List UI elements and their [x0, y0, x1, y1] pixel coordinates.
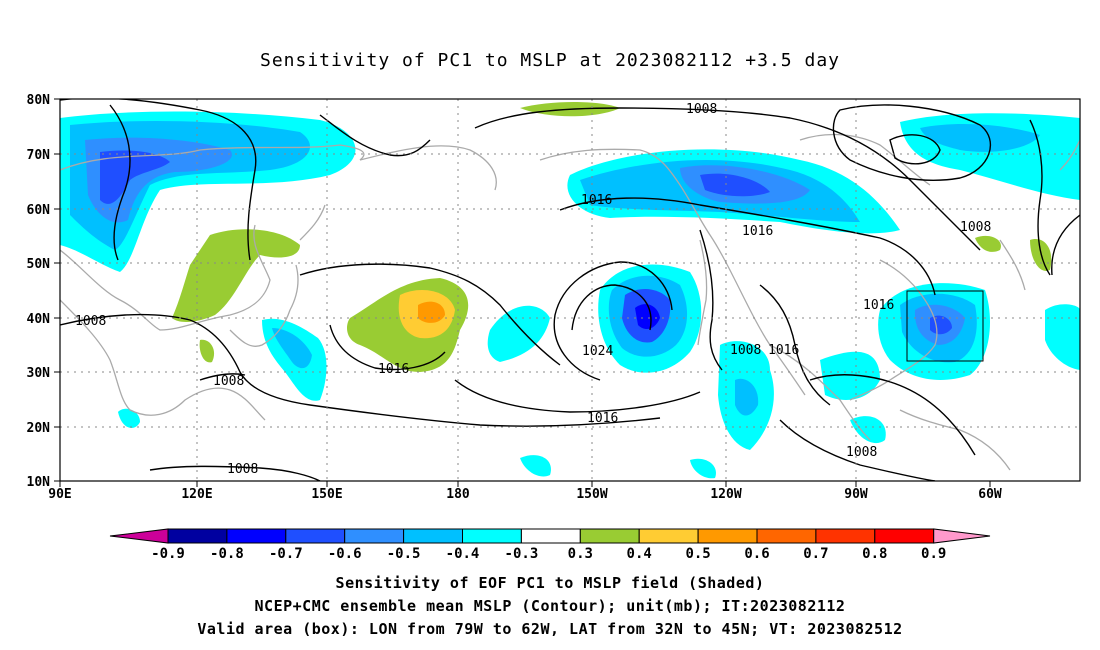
colorbar-label: -0.7	[269, 546, 303, 562]
contour-label: 1008	[730, 343, 761, 358]
lon-label: 60W	[978, 487, 1002, 502]
contour-label: 1024	[582, 344, 613, 359]
contour-label: 1016	[581, 193, 612, 208]
lat-label: 10N	[27, 475, 51, 490]
lat-label: 70N	[27, 148, 51, 163]
contour-label: 1008	[960, 220, 991, 235]
colorbar-over-triangle	[933, 528, 991, 544]
axis-ticks	[54, 98, 991, 487]
caption-contour: NCEP+CMC ensemble mean MSLP (Contour); u…	[254, 597, 846, 615]
colorbar-label: 0.7	[803, 546, 828, 562]
colorbar-segment	[285, 528, 346, 544]
colorbar-segment	[579, 528, 640, 544]
contour-label: 1008	[75, 314, 106, 329]
valid-area-box	[906, 290, 984, 362]
contour-label: 1008	[227, 462, 258, 477]
contour-label: 1008	[846, 445, 877, 460]
contour-label: 1016	[863, 298, 894, 313]
lat-label: 50N	[27, 257, 51, 272]
colorbar-label: -0.3	[505, 546, 539, 562]
lon-label: 120E	[181, 487, 212, 502]
colorbar-segment	[226, 528, 287, 544]
contour-labels: 1008 1008 1008 1008 1008 1008 1016 1016 …	[75, 102, 991, 477]
colorbar-label: -0.8	[210, 546, 244, 562]
lon-label: 120W	[710, 487, 741, 502]
colorbar: -0.9 -0.8 -0.7 -0.6 -0.5 -0.4 -0.3 0.3 0.4 0.5 0.6…	[109, 528, 991, 562]
colorbar-segment	[403, 528, 464, 544]
colorbar-label: 0.4	[627, 546, 652, 562]
lat-label: 80N	[27, 93, 51, 108]
colorbar-segment	[756, 528, 817, 544]
colorbar-segment	[874, 528, 935, 544]
plot-frame	[59, 98, 1081, 482]
coastlines	[60, 133, 1080, 471]
gridlines	[60, 99, 1080, 481]
shaded-sensitivity	[60, 102, 1080, 479]
contour-label: 1016	[378, 362, 409, 377]
lon-labels: 90E 120E 150E 180 150W 120W 90W 60W	[48, 487, 1002, 502]
contour-label: 1008	[213, 374, 244, 389]
colorbar-label: 0.5	[685, 546, 710, 562]
colorbar-under-triangle	[109, 528, 169, 544]
lon-label: 150W	[576, 487, 607, 502]
contour-label: 1016	[587, 411, 618, 426]
contour-label: 1016	[768, 343, 799, 358]
colorbar-label: -0.6	[328, 546, 362, 562]
colorbar-segment	[697, 528, 758, 544]
lon-label: 90W	[844, 487, 868, 502]
contour-label: 1008	[686, 102, 717, 117]
contour-label: 1016	[742, 224, 773, 239]
colorbar-label: 0.9	[921, 546, 946, 562]
colorbar-label: -0.5	[387, 546, 421, 562]
colorbar-label: 0.8	[862, 546, 887, 562]
lon-label: 150E	[311, 487, 342, 502]
lat-labels: 80N 70N 60N 50N 40N 30N 20N 10N	[27, 93, 51, 490]
lon-label: 180	[446, 487, 470, 502]
lat-label: 30N	[27, 366, 51, 381]
mslp-contours	[60, 99, 1080, 481]
colorbar-segment	[344, 528, 405, 544]
colorbar-label: -0.4	[446, 546, 480, 562]
colorbar-segment	[638, 528, 699, 544]
lat-label: 20N	[27, 421, 51, 436]
lat-label: 60N	[27, 203, 51, 218]
colorbar-label: -0.9	[151, 546, 185, 562]
caption-shading: Sensitivity of EOF PC1 to MSLP field (Sh…	[335, 574, 765, 592]
colorbar-segment	[167, 528, 228, 544]
map-title: Sensitivity of PC1 to MSLP at 2023082112…	[259, 50, 840, 71]
lat-label: 40N	[27, 312, 51, 327]
colorbar-label: 0.3	[568, 546, 593, 562]
caption-valid-area: Valid area (box): LON from 79W to 62W, L…	[197, 620, 903, 638]
colorbar-segment	[520, 528, 581, 544]
lon-label: 90E	[48, 487, 71, 502]
colorbar-label: 0.6	[744, 546, 769, 562]
colorbar-segment	[815, 528, 876, 544]
colorbar-segment	[462, 528, 522, 544]
